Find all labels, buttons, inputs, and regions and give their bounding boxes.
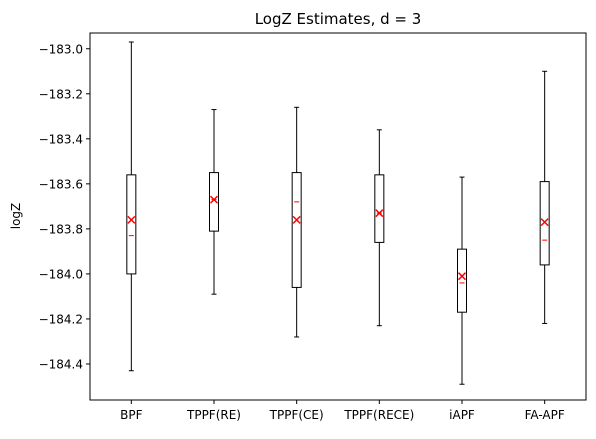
iqr-box — [291, 172, 302, 288]
mean-marker-stroke — [127, 215, 136, 224]
mean-marker — [457, 272, 467, 281]
y-tick-label: −183.8 — [39, 222, 83, 236]
y-tick-label: −184.0 — [39, 267, 83, 281]
y-tick-label: −184.4 — [39, 357, 83, 371]
iqr-box — [457, 248, 467, 313]
plot-area: −183.0 −183.2 −183.4 −183.6 −183.8 −184.0 −184… — [39, 41, 565, 422]
x-tick-label: TPPF(RECE) — [343, 408, 414, 422]
mean-marker-stroke — [540, 218, 549, 227]
chart-title: LogZ Estimates, d = 3 — [255, 10, 422, 28]
y-tick-label: −184.2 — [39, 312, 83, 326]
mean-marker — [540, 218, 549, 227]
iqr-box — [126, 174, 137, 275]
mean-marker-stroke — [457, 272, 467, 281]
iqr-box — [209, 172, 219, 232]
y-tick-label: −183.4 — [39, 132, 83, 146]
mean-marker-stroke — [209, 195, 219, 204]
plot-frame — [89, 32, 587, 401]
iqr-box — [539, 181, 550, 266]
x-tick-label: BPF — [120, 408, 142, 422]
x-tick-label: TPPF(RE) — [186, 408, 241, 422]
x-tick-label: TPPF(CE) — [269, 408, 324, 422]
y-tick-label: −183.6 — [39, 177, 83, 191]
x-tick-label: FA-APF — [525, 408, 565, 422]
mean-marker — [127, 215, 136, 224]
mean-marker — [292, 215, 301, 224]
mean-marker — [375, 209, 384, 218]
x-tick-label: iAPF — [449, 408, 475, 422]
mean-marker-stroke — [292, 215, 301, 224]
mean-marker — [209, 195, 219, 204]
mean-marker-stroke — [375, 209, 384, 218]
y-axis-label: logZ — [9, 203, 23, 230]
y-tick-label: −183.0 — [39, 42, 83, 56]
iqr-box — [374, 174, 385, 243]
y-tick-label: −183.2 — [39, 87, 83, 101]
